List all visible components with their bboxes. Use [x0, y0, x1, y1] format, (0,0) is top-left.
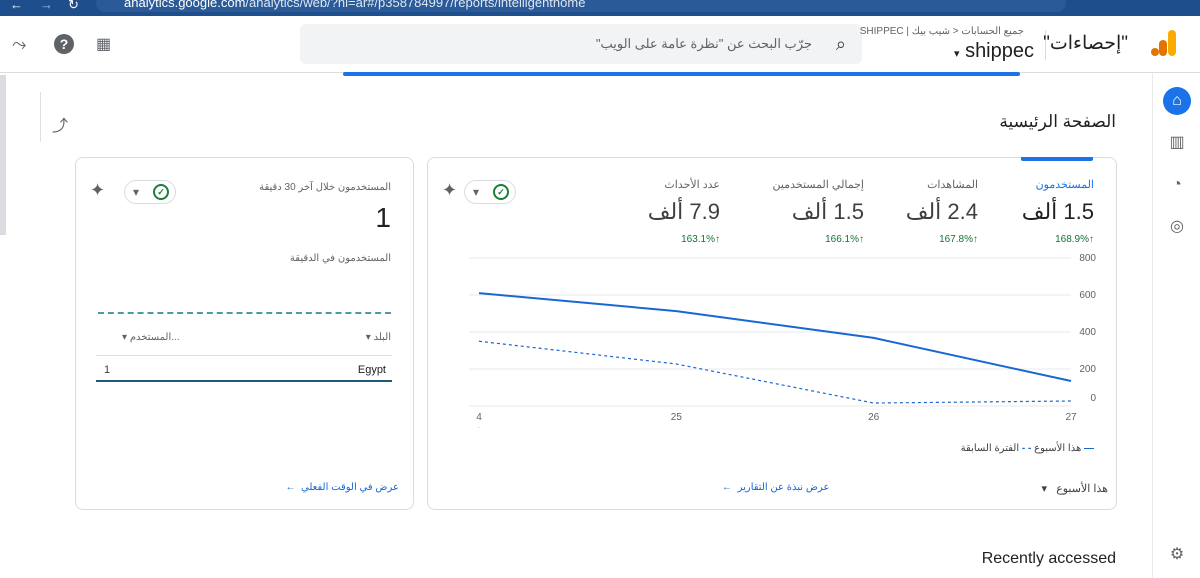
legend-current: هذا الأسبوع — [1034, 443, 1082, 454]
metric-users[interactable]: المستخدمون 1.5 ألف 168.9%↑ — [1022, 178, 1094, 245]
side-nav: ⌂ ▥ ◔ ◎ ⚙ — [1152, 73, 1200, 578]
url-domain: analytics.google.com — [124, 0, 246, 10]
recently-accessed-heading: Recently accessed — [981, 550, 1116, 567]
x-tick-label: 26 — [868, 412, 880, 423]
metric-value: 7.9 ألف — [647, 199, 720, 224]
apps-grid-icon[interactable]: ▦ — [96, 36, 112, 53]
browser-toolbar: ← → ↻ analytics.google.com/analytics/web… — [0, 0, 1200, 16]
reload-icon[interactable]: ↻ — [68, 0, 79, 12]
users-column-header[interactable]: ▾ المستخدم... — [122, 332, 180, 343]
explore-icon[interactable]: ◔ — [1172, 176, 1182, 193]
sparkle-icon[interactable]: ✦ — [442, 180, 458, 200]
realtime-bar-chart — [98, 312, 391, 314]
help-icon[interactable]: ? — [54, 34, 74, 54]
search-placeholder: جرّب البحث عن "نظرة عامة على الويب" — [595, 36, 812, 51]
metric-change: 166.1%↑ — [825, 234, 864, 245]
x-tick-label: 27 — [1065, 412, 1077, 423]
metric-change: 163.1%↑ — [681, 234, 720, 245]
breadcrumb[interactable]: جميع الحسابات < شيب بيك | SHIPPEC — [859, 26, 1024, 37]
forward-icon[interactable]: → — [40, 0, 53, 12]
divider — [1045, 30, 1046, 60]
legend-dashed-swatch: - - — [1021, 443, 1032, 454]
table-row[interactable]: 1 Egypt — [96, 362, 392, 382]
metric-value: 2.4 ألف — [905, 199, 978, 224]
chevron-down-icon: ▾ — [473, 185, 480, 199]
search-icon: ⌕ — [835, 34, 846, 54]
divider — [40, 92, 41, 142]
realtime-value: 1 — [375, 202, 391, 233]
property-name: shippec — [965, 40, 1034, 62]
advertising-icon[interactable]: ◎ — [1170, 218, 1184, 235]
arrow-left-icon: ← — [285, 482, 296, 493]
realtime-subtitle: المستخدمون في الدقيقة — [289, 253, 391, 264]
view-reports-snapshot-link[interactable]: عرض نبذة عن التقارير ← — [722, 482, 830, 493]
home-icon[interactable]: ⌂ — [1163, 87, 1191, 115]
y-tick-label: 200 — [1079, 364, 1096, 375]
overview-card: المستخدمون 1.5 ألف 168.9%↑ المشاهدات 2.4 أل… — [427, 157, 1117, 510]
x-tick-label: 4 — [476, 412, 482, 423]
chevron-down-icon: ▾ — [133, 185, 140, 199]
back-icon[interactable]: ← — [10, 0, 23, 12]
comparison-toggle[interactable]: ▾ ✓ — [124, 180, 176, 204]
row-users: 1 — [104, 364, 111, 376]
url-path: /analytics/web/?hl=ar#/p358784997/report… — [245, 0, 586, 10]
legend-previous: الفترة السابقة — [960, 443, 1020, 454]
line-chart: 0 200 400 600 800 4 25 26 27 د — [469, 253, 1096, 428]
divider — [96, 355, 392, 356]
metric-change: 168.9%↑ — [1055, 234, 1094, 245]
metric-value: 1.5 ألف — [791, 199, 864, 224]
x-sub-label: د — [477, 424, 481, 428]
property-selector[interactable]: shippec ▾ — [953, 40, 1034, 62]
realtime-title: المستخدمون خلال آخر 30 دقيقة — [259, 182, 391, 193]
x-tick-label: 25 — [671, 412, 683, 423]
address-bar[interactable]: analytics.google.com/analytics/web/?hl=a… — [96, 0, 1066, 12]
sparkle-icon[interactable]: ✦ — [90, 180, 106, 200]
view-realtime-link[interactable]: عرض في الوقت الفعلي ← — [285, 482, 399, 493]
metric-event-count[interactable]: عدد الأحداث 7.9 ألف 163.1%↑ — [648, 178, 720, 245]
settings-gear-icon[interactable]: ⚙ — [1169, 546, 1185, 563]
series-line-current — [478, 292, 1072, 383]
check-circle-icon: ✓ — [493, 184, 509, 200]
metric-label: المستخدمون — [1035, 179, 1094, 191]
analytics-logo[interactable] — [1150, 28, 1178, 58]
metric-total-users[interactable]: إجمالي المستخدمين 1.5 ألف 166.1%↑ — [772, 178, 864, 245]
y-tick-label: 800 — [1079, 253, 1096, 264]
country-column-header[interactable]: البلد ▾ — [365, 332, 391, 343]
y-tick-label: 0 — [1090, 393, 1096, 404]
row-country: Egypt — [357, 364, 386, 376]
page-title: الصفحة الرئيسية — [999, 112, 1116, 131]
comparison-toggle[interactable]: ▾ ✓ — [464, 180, 516, 204]
metric-label: المشاهدات — [927, 179, 978, 191]
product-title: "إحصاءات" — [1043, 33, 1128, 54]
app-header: ⤳ ? ▦ ⌕ جرّب البحث عن "نظرة عامة على الوي… — [0, 16, 1200, 73]
metric-change: 167.8%↑ — [939, 234, 978, 245]
date-range-selector[interactable]: هذا الأسبوع ▾ — [1041, 483, 1108, 495]
active-tab-indicator — [343, 72, 1020, 76]
metric-value: 1.5 ألف — [1021, 199, 1094, 224]
y-tick-label: 600 — [1079, 290, 1096, 301]
chart-legend: — هذا الأسبوع - - الفترة السابقة — [961, 443, 1094, 454]
scrollbar[interactable] — [0, 75, 6, 235]
series-line-previous — [478, 340, 1072, 404]
metric-label: إجمالي المستخدمين — [772, 179, 864, 191]
arrow-left-icon: ← — [722, 482, 732, 493]
metric-views[interactable]: المشاهدات 2.4 ألف 167.8%↑ — [906, 178, 978, 245]
metric-label: عدد الأحداث — [664, 179, 720, 191]
reports-icon[interactable]: ▥ — [1169, 134, 1185, 151]
search-input[interactable]: ⌕ جرّب البحث عن "نظرة عامة على الويب" — [300, 24, 862, 64]
check-circle-icon: ✓ — [153, 184, 169, 200]
realtime-card: المستخدمون خلال آخر 30 دقيقة 1 المستخدمو… — [75, 157, 414, 510]
activity-icon[interactable]: ⤳ — [12, 34, 27, 54]
y-tick-label: 400 — [1079, 327, 1096, 338]
legend-solid-swatch: — — [1084, 443, 1094, 454]
insights-icon[interactable]: ⤴ — [52, 118, 69, 135]
selected-metric-indicator — [1021, 157, 1093, 161]
